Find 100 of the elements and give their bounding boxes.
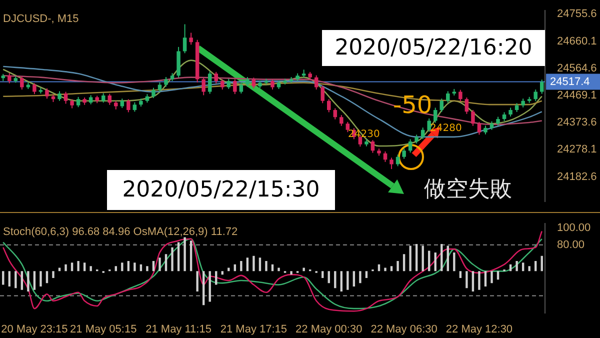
bar xyxy=(33,271,36,290)
bar xyxy=(466,271,468,288)
bar xyxy=(434,252,436,272)
bar xyxy=(134,262,136,272)
bar xyxy=(127,260,130,272)
candlestick xyxy=(58,90,62,102)
bar xyxy=(215,271,218,285)
y-tick-label: 24182.6 xyxy=(557,170,597,183)
bar xyxy=(20,271,24,290)
bar xyxy=(484,271,487,286)
candlestick xyxy=(208,70,212,94)
candlestick xyxy=(534,89,538,102)
bar xyxy=(27,271,30,292)
candlestick xyxy=(32,82,36,95)
candlestick xyxy=(45,88,49,100)
x-tick-label: 21 May 05:15 xyxy=(70,323,137,336)
line-series xyxy=(2,60,543,147)
bar xyxy=(540,256,543,272)
candlestick xyxy=(540,79,544,94)
bar xyxy=(246,258,249,272)
bar xyxy=(190,240,192,272)
bar xyxy=(77,260,80,272)
candlestick xyxy=(189,32,193,46)
candlestick xyxy=(402,148,406,160)
candlestick xyxy=(340,114,344,126)
bar xyxy=(2,271,4,285)
x-tick-label: 22 May 00:30 xyxy=(296,323,362,336)
candlestick xyxy=(346,121,350,133)
x-tick-label: 22 May 12:30 xyxy=(446,323,513,336)
bar xyxy=(409,246,412,272)
x-tick-label: 22 May 06:30 xyxy=(370,323,438,336)
candlestick xyxy=(120,98,124,108)
bar xyxy=(221,271,224,275)
candlestick xyxy=(101,92,106,104)
bar xyxy=(208,271,211,302)
x-tick-label: 21 May 11:15 xyxy=(146,323,212,336)
bar xyxy=(14,271,17,288)
chart-title: Stoch(60,6,3) 96.68 84.96 OsMA(12,26,9) 11.72 xyxy=(3,226,238,238)
candlestick xyxy=(246,76,250,88)
bar xyxy=(121,262,124,272)
bar xyxy=(278,268,280,272)
y-tick-label: 100.00 xyxy=(557,222,591,234)
bar xyxy=(83,262,86,272)
x-tick-label: 21 May 17:15 xyxy=(220,323,288,336)
bar xyxy=(90,266,92,272)
y-tick-label: 80.00 xyxy=(557,238,585,251)
bar xyxy=(177,242,180,272)
bar xyxy=(171,247,174,272)
candlestick xyxy=(70,98,74,109)
candlestick xyxy=(464,96,469,114)
bar xyxy=(496,271,500,280)
bar xyxy=(302,268,305,272)
candlestick xyxy=(233,78,237,95)
y-tick-label: 24469.1 xyxy=(557,89,597,102)
bar xyxy=(522,262,524,272)
candlestick xyxy=(420,127,425,140)
candlestick xyxy=(108,93,112,106)
candlestick xyxy=(202,77,206,96)
candlestick xyxy=(320,85,324,104)
bar xyxy=(346,271,349,290)
bar xyxy=(440,244,443,272)
bar xyxy=(184,237,186,272)
bar xyxy=(478,271,480,290)
annotation: 2020/05/22/16:20 xyxy=(334,36,532,61)
bar xyxy=(334,271,336,288)
bar xyxy=(8,271,10,286)
candlestick xyxy=(427,118,431,132)
candlestick xyxy=(64,91,68,104)
candlestick xyxy=(182,24,187,54)
bar xyxy=(340,271,343,292)
bar xyxy=(152,260,155,272)
bar xyxy=(40,271,42,286)
candlestick xyxy=(390,157,394,170)
bar xyxy=(240,260,242,272)
candlestick xyxy=(20,76,24,90)
annotation: 2020/05/22/15:30 xyxy=(122,178,320,203)
candlestick xyxy=(333,108,338,120)
bar xyxy=(384,268,386,272)
bar xyxy=(70,262,74,272)
candlestick xyxy=(314,74,318,90)
candlestick xyxy=(446,90,450,104)
y-tick-label: 24278.1 xyxy=(557,144,597,156)
bar xyxy=(265,260,268,272)
candlestick xyxy=(327,98,331,113)
bar xyxy=(164,254,168,272)
bar xyxy=(422,246,424,272)
candlestick xyxy=(158,82,162,92)
bar xyxy=(365,271,368,278)
candlestick xyxy=(458,89,462,102)
candlestick xyxy=(270,78,274,90)
bar xyxy=(196,271,198,292)
candlestick xyxy=(471,109,475,126)
candlestick xyxy=(214,71,218,84)
candlestick xyxy=(408,138,412,154)
bar xyxy=(459,271,462,278)
y-tick-label: 24373.6 xyxy=(557,116,597,129)
candlestick xyxy=(440,98,444,112)
bar xyxy=(402,254,406,272)
bar xyxy=(472,271,474,292)
bar xyxy=(534,260,537,272)
